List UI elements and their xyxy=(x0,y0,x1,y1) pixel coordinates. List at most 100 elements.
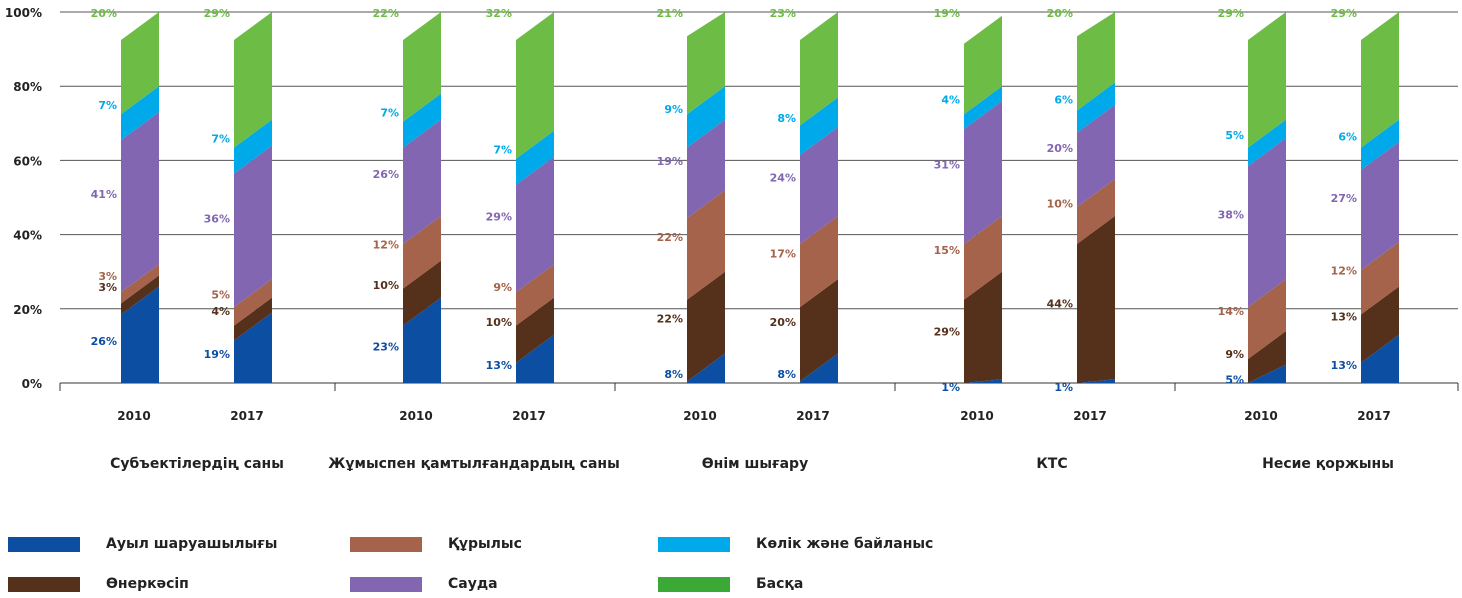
bar-segment xyxy=(1361,119,1399,170)
bar-segment xyxy=(516,12,554,159)
legend-label: Өнеркәсіп xyxy=(106,576,189,592)
bar-segment xyxy=(516,156,554,293)
data-label: 9% xyxy=(664,103,683,116)
y-tick-label: 0% xyxy=(22,377,42,391)
legend-swatch xyxy=(8,576,80,592)
bar-segment xyxy=(1077,178,1115,245)
data-label: 13% xyxy=(1331,359,1357,372)
bar-segment xyxy=(800,97,838,156)
x-year-label: 2017 xyxy=(1073,409,1106,423)
data-label: 38% xyxy=(1218,209,1244,222)
bar-segment xyxy=(403,216,441,289)
bar-segment xyxy=(800,12,838,126)
bar-segment xyxy=(121,86,159,141)
bar-segment xyxy=(1361,12,1399,148)
data-label: 7% xyxy=(211,133,230,146)
x-group-label: Субъектілердің саны xyxy=(110,456,284,472)
data-label: 29% xyxy=(486,210,512,223)
legend-swatch xyxy=(350,576,422,592)
legend-swatch xyxy=(658,576,730,592)
data-label: 12% xyxy=(373,238,399,251)
x-year-label: 2017 xyxy=(796,409,829,423)
legend-swatch xyxy=(658,536,730,552)
bar-segment xyxy=(964,379,1002,383)
bar-segment xyxy=(121,264,159,304)
x-year-label: 2010 xyxy=(1244,409,1277,423)
data-label: 24% xyxy=(770,172,796,185)
bar-segment xyxy=(800,279,838,382)
bar-segment xyxy=(1361,242,1399,315)
legend-label: Құрылыс xyxy=(448,536,522,552)
bar-segment xyxy=(1077,82,1115,133)
y-tick-label: 40% xyxy=(13,229,42,243)
data-label: 13% xyxy=(486,359,512,372)
bar-segment xyxy=(964,101,1002,245)
bar-segment xyxy=(234,145,272,308)
data-label: 22% xyxy=(373,7,399,20)
x-group-label: КТС xyxy=(1036,456,1067,472)
data-label: 20% xyxy=(91,7,117,20)
data-label: 22% xyxy=(657,313,683,326)
bar-segment xyxy=(1077,12,1115,111)
data-label: 5% xyxy=(211,288,230,301)
bar-segment xyxy=(121,286,159,383)
legend-item-trade: Сауда xyxy=(350,576,498,592)
data-label: 19% xyxy=(657,155,683,168)
data-label: 23% xyxy=(770,7,796,20)
bar-segment xyxy=(234,12,272,148)
bar-segment xyxy=(403,12,441,122)
x-year-label: 2017 xyxy=(1357,409,1390,423)
data-label: 29% xyxy=(204,7,230,20)
data-label: 29% xyxy=(1218,7,1244,20)
legend-swatch xyxy=(350,536,422,552)
legend: Ауыл шаруашылығы Құрылыс Көлік және байл… xyxy=(0,520,1100,598)
y-tick-label: 60% xyxy=(13,154,42,168)
legend-item-industry: Өнеркәсіп xyxy=(8,576,189,592)
data-label: 10% xyxy=(486,316,512,329)
bar-segment xyxy=(234,312,272,383)
bar-segment xyxy=(516,130,554,185)
legend-label: Ауыл шаруашылығы xyxy=(106,536,278,552)
bar-segment xyxy=(964,86,1002,130)
x-group-label: Несие қоржыны xyxy=(1262,456,1394,472)
bar-segment xyxy=(1248,12,1286,148)
x-year-label: 2017 xyxy=(512,409,545,423)
bar-segment xyxy=(800,216,838,308)
bar-segment xyxy=(687,119,725,219)
bar-segment xyxy=(964,216,1002,300)
bar-segment xyxy=(687,190,725,300)
bar-segment xyxy=(121,12,159,115)
bar-segment xyxy=(687,12,725,115)
data-label: 7% xyxy=(380,107,399,120)
data-label: 8% xyxy=(777,368,796,381)
data-label: 15% xyxy=(934,244,960,257)
bar-segment xyxy=(1248,138,1286,308)
bar-segment xyxy=(1361,286,1399,363)
bar-segment xyxy=(964,271,1002,383)
bar-segment xyxy=(687,353,725,383)
data-label: 1% xyxy=(941,381,960,394)
data-label: 12% xyxy=(1331,264,1357,277)
data-label: 22% xyxy=(657,231,683,244)
bar-segment xyxy=(403,260,441,326)
data-label: 1% xyxy=(1054,381,1073,394)
data-label: 19% xyxy=(934,7,960,20)
data-label: 7% xyxy=(98,99,117,112)
data-label: 20% xyxy=(770,316,796,329)
x-year-label: 2010 xyxy=(117,409,150,423)
bar-segment xyxy=(516,264,554,326)
data-label: 26% xyxy=(91,335,117,348)
legend-label: Көлік және байланыс xyxy=(756,536,934,552)
data-label: 10% xyxy=(373,279,399,292)
data-label: 31% xyxy=(934,159,960,172)
bar-segment xyxy=(687,271,725,382)
bar-segment xyxy=(403,93,441,148)
data-label: 5% xyxy=(1225,374,1244,387)
x-group-label: Өнім шығару xyxy=(702,456,808,472)
x-year-label: 2017 xyxy=(230,409,263,423)
data-label: 41% xyxy=(91,188,117,201)
stacked-bar-chart: 0% 20% 40% 60% 80% 100% 26% 3%3% 41% 7% 20% 19% 4% 5%… xyxy=(5,6,1459,472)
data-label: 19% xyxy=(204,348,230,361)
data-label: 32% xyxy=(486,7,512,20)
legend-swatch xyxy=(8,536,80,552)
